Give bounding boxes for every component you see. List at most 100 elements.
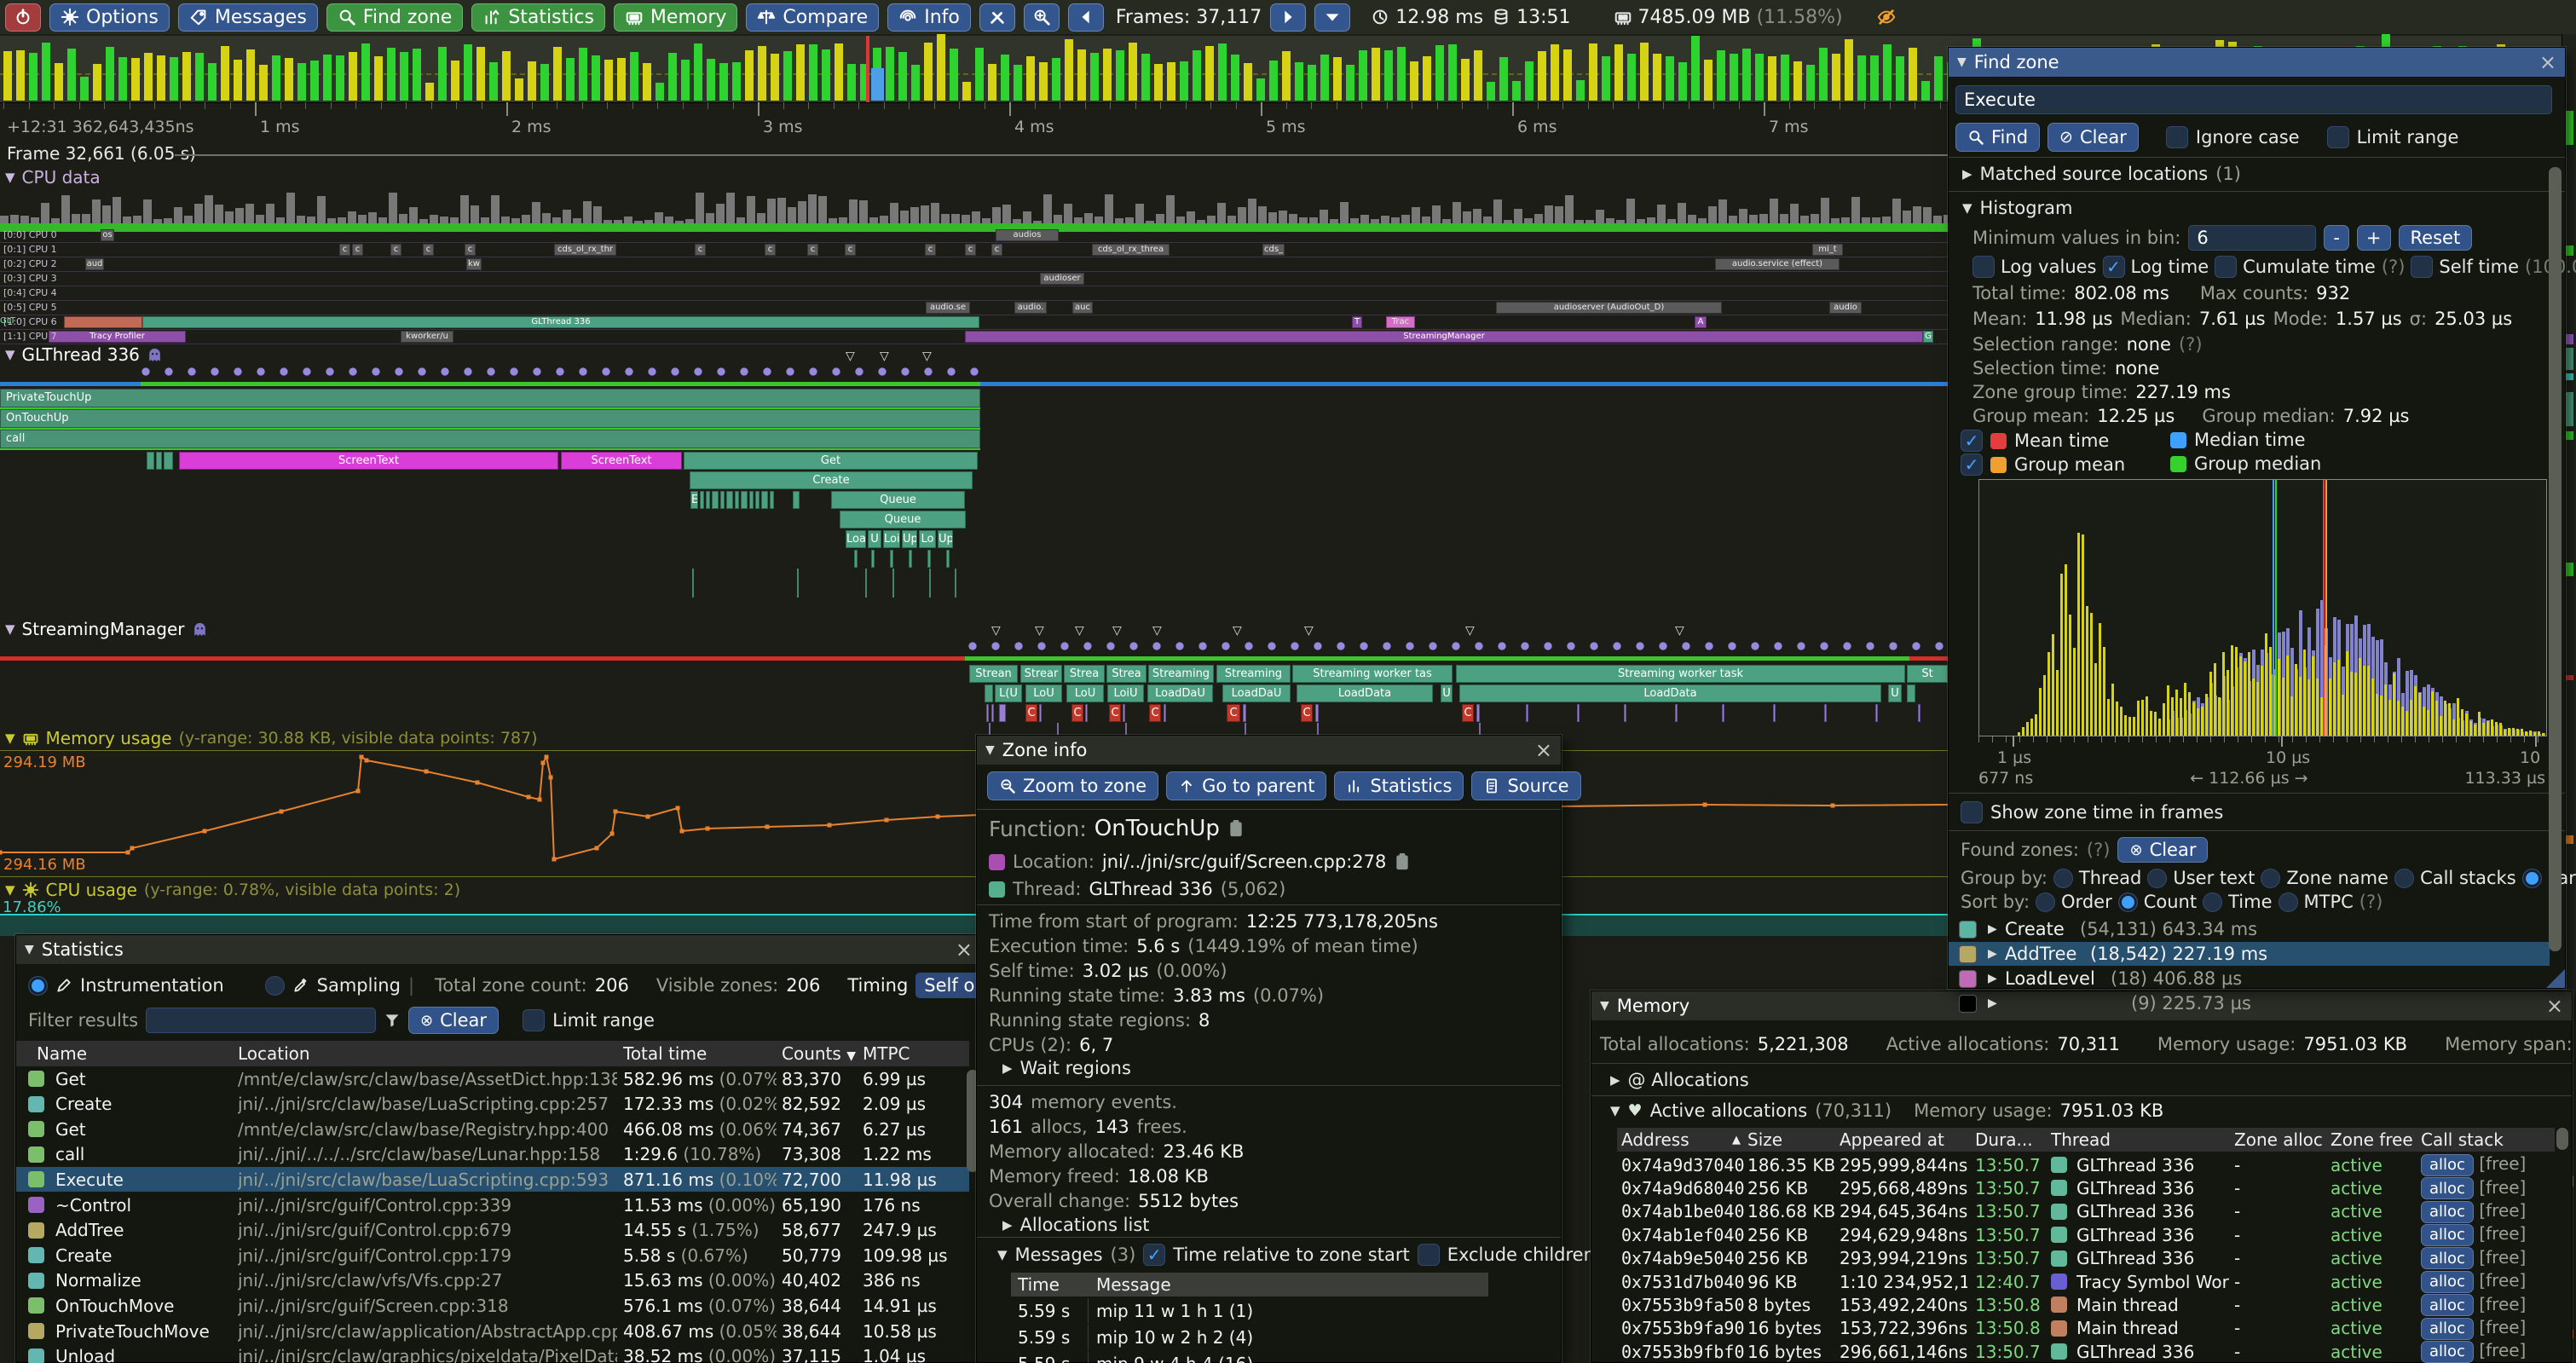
cpu-segment[interactable]: GLThread 336 (142, 316, 979, 328)
frame-bar[interactable] (1372, 48, 1380, 101)
frame-bar[interactable] (1193, 49, 1201, 101)
frame-bar[interactable] (29, 53, 38, 101)
cpu-segment[interactable]: c (423, 244, 434, 256)
frame-bar[interactable] (1052, 57, 1060, 101)
zone-bar[interactable]: C (1109, 704, 1121, 722)
zone-bar[interactable] (706, 491, 710, 509)
found-zone-row[interactable]: ▶ LoadLevel (18) 406.88 µs (1949, 967, 2550, 990)
frame-bar[interactable] (719, 62, 728, 101)
active-allocations-row[interactable]: ▼ ♥ Active allocations (70,311) Memory u… (1610, 1100, 2164, 1121)
statistics-row[interactable]: Create jni/../jni/src/claw/base/LuaScript… (16, 1092, 969, 1117)
frame-bar[interactable] (1487, 81, 1495, 101)
zone-bar[interactable]: St (1907, 665, 1948, 683)
cpu-segment[interactable]: c (465, 244, 476, 256)
frame-bar[interactable] (1218, 43, 1227, 101)
zone-bar[interactable]: Strea (1106, 665, 1146, 683)
cpu-segment[interactable] (64, 316, 142, 328)
legend-checkbox[interactable] (1961, 430, 1983, 452)
statistics-row[interactable]: Normalize jni/../jni/src/claw/vfs/Vfs.cpp… (16, 1268, 969, 1293)
frame-bar[interactable] (1627, 53, 1636, 101)
frame-bar[interactable] (1896, 56, 1904, 101)
cpu-segment[interactable]: c (845, 244, 856, 256)
cpu-segment[interactable]: A (1695, 316, 1707, 328)
zone-bar[interactable] (164, 452, 173, 470)
frame-bar[interactable] (643, 62, 651, 101)
radio-call-stacks[interactable] (2394, 868, 2415, 888)
statistics-row[interactable]: Unload jni/../jni/src/claw/graphics/pixel… (16, 1344, 969, 1363)
zone-bar[interactable] (720, 491, 725, 509)
frame-bar[interactable] (477, 46, 485, 101)
cpu-segment[interactable]: c (925, 244, 936, 256)
frame-bar[interactable] (208, 62, 217, 101)
zone-bar[interactable]: Streaming worker tas (1292, 665, 1453, 683)
zone-bar[interactable] (755, 491, 760, 509)
frame-bar[interactable] (349, 52, 357, 101)
column-header[interactable]: Call stack (2421, 1129, 2504, 1150)
alloc-callstack-button[interactable]: alloc (2421, 1177, 2474, 1200)
cpu-segment[interactable]: cds_ (1262, 244, 1285, 256)
frame-bar[interactable] (1384, 49, 1393, 101)
zone-bar[interactable]: Loi (883, 530, 900, 548)
frame-marker-icon[interactable]: ▽ (991, 624, 1001, 638)
frame-bar[interactable] (1551, 44, 1559, 101)
frame-bar[interactable] (1231, 55, 1239, 101)
frame-bar[interactable] (1154, 63, 1163, 101)
frame-bar[interactable] (1090, 52, 1099, 101)
column-header[interactable]: Dura... (1975, 1129, 2033, 1150)
radio-parent[interactable] (2521, 868, 2542, 888)
cpu-segment[interactable]: T (1352, 316, 1362, 328)
zone-bar[interactable] (1675, 704, 1678, 722)
alloc-callstack-button[interactable]: alloc (2421, 1294, 2474, 1317)
cpu-segment[interactable]: cds_ol_rx_threa (1092, 244, 1170, 256)
cpu-segment[interactable]: kw (466, 258, 482, 270)
cpu-segment[interactable]: c (991, 244, 1002, 256)
zone-bar[interactable]: C (1149, 704, 1161, 722)
zone-bar[interactable] (909, 550, 912, 568)
zone-bar[interactable]: C (1227, 704, 1240, 722)
zone-bar[interactable] (741, 491, 748, 509)
cpu-segment[interactable]: c (807, 244, 818, 256)
frame-bar[interactable] (438, 46, 447, 101)
frame-bar[interactable] (1666, 55, 1674, 101)
cpu-segment[interactable]: audio.service (effect) (1715, 258, 1840, 270)
cpu-segment[interactable]: GLT (0, 316, 16, 326)
frame-bar[interactable] (310, 61, 319, 101)
frame-bar[interactable] (182, 52, 191, 101)
frame-bar[interactable] (131, 58, 140, 101)
zone-bar[interactable] (1526, 704, 1528, 722)
scrollbar[interactable] (967, 1070, 979, 1172)
show-zone-time-checkbox[interactable] (1961, 801, 1983, 823)
ignore-case-checkbox[interactable] (2165, 126, 2188, 148)
streaming-section-header[interactable]: ▼ StreamingManager (5, 619, 208, 639)
frame-bar[interactable] (1039, 62, 1048, 101)
statistics-row[interactable]: Get/mnt/e/claw/src/claw/base/Registry.hp… (16, 1117, 969, 1141)
frame-bar[interactable] (1282, 51, 1291, 101)
frame-bar[interactable] (425, 82, 434, 101)
frame-bar[interactable] (1461, 58, 1470, 101)
frame-bar[interactable] (1308, 64, 1316, 101)
cpu-segment[interactable]: Tracy Profiler (49, 331, 186, 343)
zone-bar[interactable] (1164, 704, 1166, 722)
zone-bar[interactable] (770, 491, 774, 509)
frame-bar[interactable] (170, 56, 178, 101)
frame-bar[interactable] (847, 63, 856, 101)
zone-bar[interactable] (1907, 684, 1915, 702)
find-zone-titlebar[interactable]: ▼ Find zone × (1949, 48, 2565, 77)
zone-bar[interactable]: Strea (1064, 665, 1105, 683)
scrollbar[interactable] (2549, 167, 2562, 951)
statistics-titlebar[interactable]: ▼ Statistics × (16, 935, 981, 964)
frame-bar[interactable] (1755, 54, 1764, 101)
frame-bar[interactable] (1614, 44, 1623, 101)
radio-time[interactable] (2203, 892, 2223, 912)
find-button[interactable]: Find (1955, 123, 2041, 152)
cpu-segment[interactable]: kworker/u (401, 331, 453, 343)
statistics-button[interactable]: Statistics (1334, 771, 1464, 800)
frame-bar[interactable] (1883, 43, 1892, 101)
frame-bar[interactable] (1320, 55, 1329, 101)
zone-bar[interactable]: Queue (840, 511, 966, 528)
zone-bar[interactable] (1243, 704, 1246, 722)
go-to-parent-button[interactable]: Go to parent (1166, 771, 1327, 800)
increase-button[interactable]: + (2356, 225, 2391, 251)
cpu-segment[interactable]: audio. (1014, 302, 1047, 314)
